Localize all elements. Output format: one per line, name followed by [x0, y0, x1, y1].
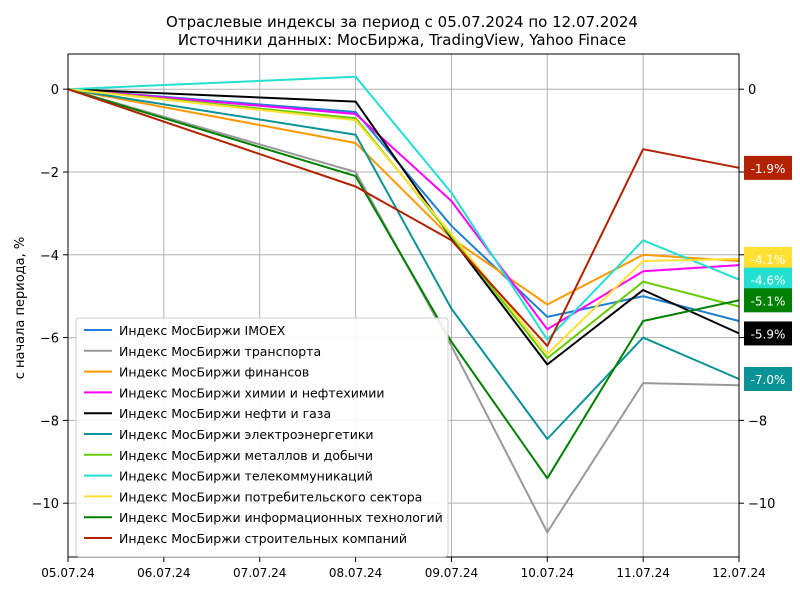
value-badge [744, 246, 792, 271]
y-tick-label-left: −4 [40, 249, 59, 264]
y-tick-label-left: −10 [32, 497, 59, 512]
value-badge-label: -7.0% [751, 373, 786, 387]
legend-entry: Индекс МосБиржи нефти и газа [119, 406, 331, 421]
chart-title: Отраслевые индексы за период с 05.07.202… [166, 13, 638, 31]
chart-subtitle: Источники данных: МосБиржа, TradingView,… [178, 31, 626, 49]
value-badge [744, 288, 792, 313]
legend-entry: Индекс МосБиржи химии и нефтехимии [119, 385, 385, 400]
legend-box [75, 317, 449, 558]
legend-entry: Индекс МосБиржи металлов и добычи [119, 448, 373, 463]
x-tick-label: 07.07.24 [233, 566, 286, 580]
x-tick-label: 10.07.24 [521, 566, 574, 580]
x-tick-label: 09.07.24 [425, 566, 478, 580]
value-badge-label: -5.9% [751, 327, 786, 341]
value-badge [744, 321, 792, 346]
legend: Индекс МосБиржи IMOEX Индекс МосБиржи тра… [75, 317, 449, 558]
y-ticks-left: 0 −2 −4 −6 −8 −10 [32, 83, 68, 512]
x-tick-label: 08.07.24 [329, 566, 382, 580]
x-tick-label: 05.07.24 [41, 566, 94, 580]
y-tick-label-left: 0 [51, 83, 59, 98]
series-line-2 [67, 88, 740, 306]
legend-entry: Индекс МосБиржи потребительского сектора [119, 489, 422, 504]
y-tick-label-left: −6 [40, 332, 59, 347]
x-tick-label: 12.07.24 [712, 566, 765, 580]
y-axis-label: с начала периода, % [13, 237, 28, 380]
series-line-7 [67, 75, 740, 341]
series-line-9 [67, 88, 740, 480]
series-line-1 [67, 88, 740, 534]
series-line-6 [67, 88, 740, 360]
value-badge-label: -1.9% [751, 162, 786, 176]
x-tick-label: 11.07.24 [616, 566, 669, 580]
value-badge-label: -5.1% [751, 294, 786, 308]
series-lines [67, 75, 740, 534]
legend-entry: Индекс МосБиржи транспорта [119, 344, 321, 359]
legend-entry: Индекс МосБиржи финансов [119, 365, 309, 380]
y-tick-label-left: −2 [40, 166, 59, 181]
right-labels: -1.9% -4.1% -4.6% -5.1% -5.9% -7.0% [744, 155, 792, 391]
value-badge [744, 267, 792, 292]
value-badge-label: -4.6% [751, 274, 786, 288]
legend-entry: Индекс МосБиржи строительных компаний [119, 531, 407, 546]
y-tick-label-right: −10 [748, 497, 775, 512]
legend-entry: Индекс МосБиржи электроэнергетики [119, 427, 374, 442]
value-badge [744, 366, 792, 391]
x-ticks: 05.07.24 06.07.24 07.07.24 08.07.24 09.07.24… [41, 557, 766, 580]
value-badge [744, 155, 792, 180]
y-tick-label-right: −8 [748, 414, 767, 429]
series-line-4 [67, 88, 740, 366]
series-line-10 [67, 88, 740, 347]
legend-entry: Индекс МосБиржи IMOEX [119, 323, 286, 338]
legend-entry: Индекс МосБиржи информационных технологи… [119, 510, 443, 525]
series-line-5 [67, 88, 740, 440]
y-tick-label-left: −8 [40, 414, 59, 429]
value-badge-label: -4.1% [751, 253, 786, 267]
x-tick-label: 06.07.24 [137, 566, 190, 580]
legend-entry: Индекс МосБиржи телекоммуникаций [119, 469, 373, 484]
y-tick-label-right: 0 [748, 83, 756, 98]
